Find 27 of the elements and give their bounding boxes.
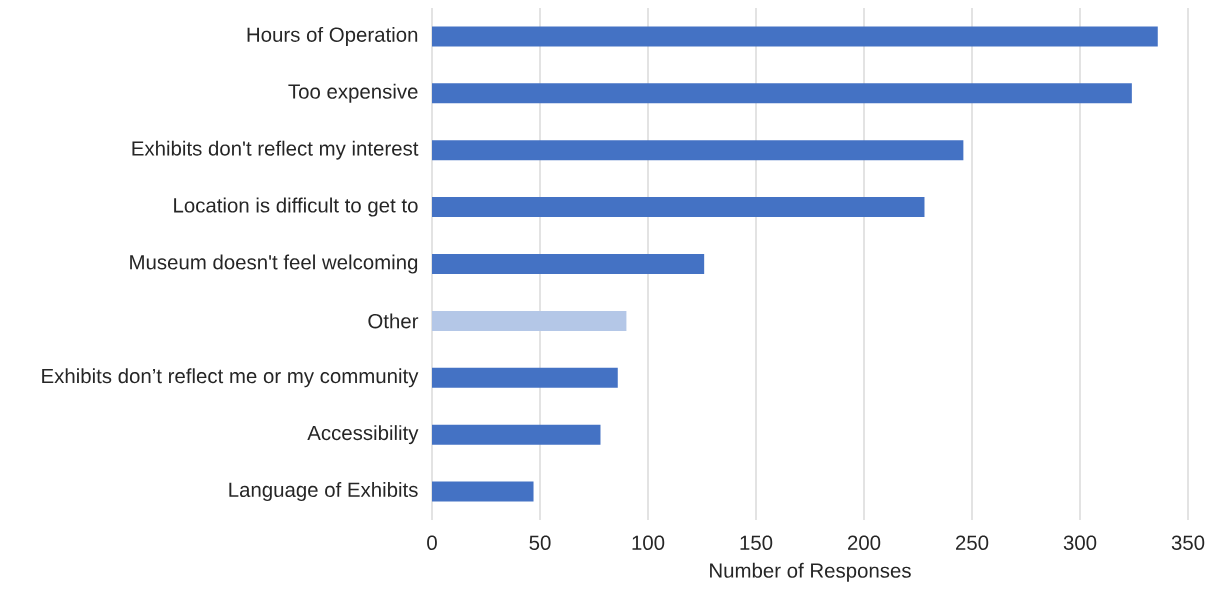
- x-tick-label: 200: [848, 535, 881, 550]
- y-tick-label: Accessibility: [307, 425, 419, 445]
- x-tick-label: 350: [1171, 535, 1205, 550]
- bar: [432, 481, 534, 502]
- x-tick-label: 300: [1063, 535, 1097, 550]
- bar: [432, 310, 627, 331]
- bar: [432, 367, 618, 388]
- y-tick-label: Exhibits don’t reflect me or my community: [42, 368, 419, 388]
- bar: [432, 197, 925, 218]
- bar: [432, 253, 705, 274]
- x-tick-label: 250: [956, 535, 989, 550]
- bar: [432, 424, 601, 445]
- x-tick-label: 50: [529, 535, 551, 550]
- bar: [432, 26, 1158, 47]
- x-tick-label: 100: [632, 535, 665, 550]
- y-tick-label: Language of Exhibits: [229, 482, 418, 502]
- bar: [432, 83, 1132, 104]
- bar: [432, 140, 964, 161]
- x-tick-label: 0: [427, 535, 437, 550]
- x-axis-title: Number of Responses: [710, 562, 911, 582]
- y-tick-label: Exhibits don't reflect my interest: [132, 140, 419, 160]
- y-tick-label: Hours of Operation: [247, 26, 418, 46]
- y-tick-label: Location is difficult to get to: [174, 197, 418, 217]
- x-tick-label: 150: [740, 535, 773, 550]
- y-tick-label: Other: [368, 313, 419, 329]
- y-tick-label: Too expensive: [288, 83, 418, 103]
- y-tick-label: Museum doesn't feel welcoming: [130, 254, 418, 274]
